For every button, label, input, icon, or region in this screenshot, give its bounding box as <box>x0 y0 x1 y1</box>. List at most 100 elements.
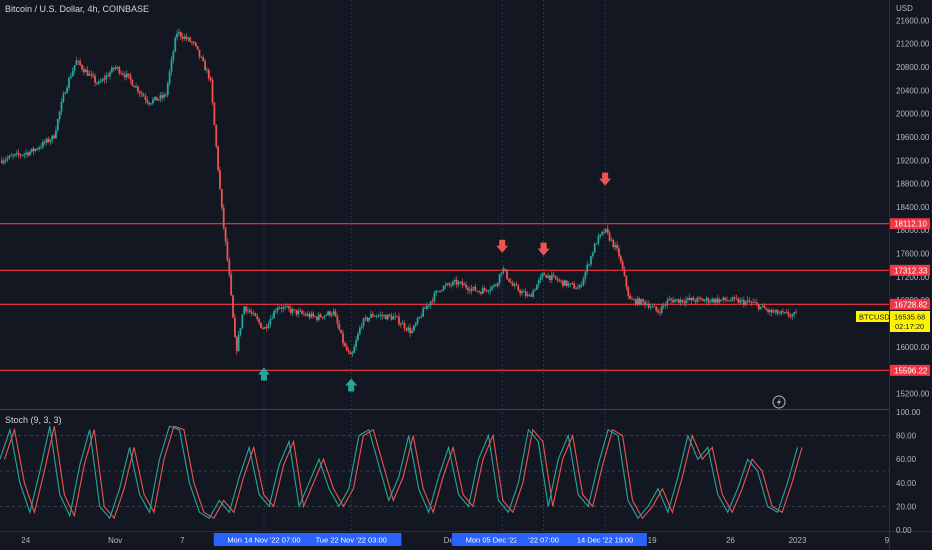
candle-body-376 <box>701 299 704 302</box>
candle-body-216 <box>403 323 406 329</box>
current-symbol-box <box>856 311 889 322</box>
candle-body-341 <box>636 298 639 305</box>
candle-body-26 <box>49 140 52 142</box>
candle-body-319 <box>595 243 598 245</box>
candle-body-423 <box>789 315 792 317</box>
candle-body-198 <box>370 314 372 318</box>
candle-body-66 <box>124 74 126 78</box>
price-tick-11: 19600.00 <box>896 133 930 142</box>
candle-body-119 <box>222 207 225 228</box>
candle-body-150 <box>280 307 283 310</box>
up-arrow-4 <box>345 378 358 392</box>
time-grid <box>263 0 606 531</box>
candle-body-250 <box>467 287 469 291</box>
candle-body-269 <box>502 268 505 273</box>
candle-body-238 <box>444 285 447 287</box>
candle-body-116 <box>217 146 220 171</box>
time-tag-0: Mon 14 Nov '22 07:00 <box>227 536 300 545</box>
time-tag-box-1 <box>301 533 402 546</box>
candle-body-136 <box>254 313 257 317</box>
candle-body-20 <box>38 147 41 150</box>
candle-body-317 <box>591 252 594 257</box>
candle-body-416 <box>776 309 779 314</box>
candle-body-193 <box>360 326 363 328</box>
candle-body-81 <box>151 99 154 104</box>
candle-body-158 <box>295 309 298 315</box>
candle-body-291 <box>543 273 546 276</box>
current-price-tag: BTCUSD 16535.68 02:17:20 <box>856 311 930 332</box>
time-tick-0: 24 <box>21 536 30 545</box>
candle-body-280 <box>522 291 525 293</box>
candle-body-73 <box>137 86 139 92</box>
candle-body-157 <box>293 309 296 311</box>
candle-body-176 <box>329 311 331 316</box>
candle-body-241 <box>450 284 453 286</box>
candle-body-253 <box>472 286 475 289</box>
candle-body-110 <box>206 69 208 71</box>
current-symbol: BTCUSD <box>859 313 890 322</box>
candle-body-249 <box>465 284 467 288</box>
candle-body-155 <box>289 308 292 313</box>
price-tick-15: 21200.00 <box>896 40 930 49</box>
candle-body-182 <box>340 329 343 334</box>
candle-body-192 <box>358 327 361 334</box>
level-tag-0: 18112.10 <box>894 220 927 229</box>
time-tick-6: 26 <box>726 536 735 545</box>
candle-body-343 <box>640 299 643 305</box>
candle-body-132 <box>247 310 249 312</box>
candle-body-378 <box>705 298 708 301</box>
candle-body-24 <box>45 138 48 143</box>
candle-body-314 <box>586 264 589 272</box>
candle-body-36 <box>68 78 70 88</box>
lightning-icon[interactable] <box>772 395 786 409</box>
candle-body-295 <box>550 274 553 281</box>
candle-body-405 <box>755 302 758 304</box>
candle-body-258 <box>481 288 484 294</box>
candle-body-111 <box>207 69 210 78</box>
candle-body-278 <box>519 290 522 294</box>
candle-body-83 <box>155 96 158 101</box>
candle-body-122 <box>228 260 231 275</box>
candle-body-382 <box>713 299 715 303</box>
candle-body-52 <box>97 81 100 84</box>
candle-body-138 <box>258 319 261 323</box>
price-tick-10: 19200.00 <box>896 156 930 165</box>
candle-body-179 <box>334 311 337 317</box>
candle-body-51 <box>96 82 98 84</box>
candle-body-134 <box>250 312 253 314</box>
candle-body-282 <box>526 294 529 296</box>
candle-body-331 <box>618 248 620 257</box>
candle-body-415 <box>774 309 777 312</box>
candle-body-412 <box>769 309 771 312</box>
candle-body-53 <box>99 81 102 83</box>
candle-body-354 <box>660 305 663 313</box>
candle-body-237 <box>442 286 445 291</box>
candle-body-68 <box>127 73 130 76</box>
candle-body-180 <box>336 316 339 324</box>
candle-body-244 <box>455 280 458 285</box>
candle-body-321 <box>599 234 602 237</box>
candle-body-344 <box>642 299 645 302</box>
candle-body-0 <box>0 160 3 163</box>
candle-body-133 <box>248 310 251 313</box>
candle-body-146 <box>273 310 275 319</box>
candle-body-130 <box>243 306 246 315</box>
candle-body-373 <box>696 297 699 302</box>
candle-body-104 <box>194 42 197 46</box>
candle-body-356 <box>664 304 667 306</box>
candle-body-21 <box>40 146 42 148</box>
candle-body-168 <box>314 316 316 317</box>
candle-body-101 <box>189 37 192 42</box>
candle-body-118 <box>220 188 223 208</box>
candle-body-292 <box>545 275 548 278</box>
candle-body-114 <box>213 102 216 126</box>
candle-body-229 <box>427 305 430 307</box>
candle-body-361 <box>673 299 676 303</box>
candle-body-12 <box>23 153 26 156</box>
candle-body-394 <box>735 298 738 300</box>
candle-body-232 <box>433 293 436 302</box>
candle-body-18 <box>34 148 37 152</box>
candle-body-144 <box>269 318 272 325</box>
candle-body-44 <box>82 69 85 73</box>
